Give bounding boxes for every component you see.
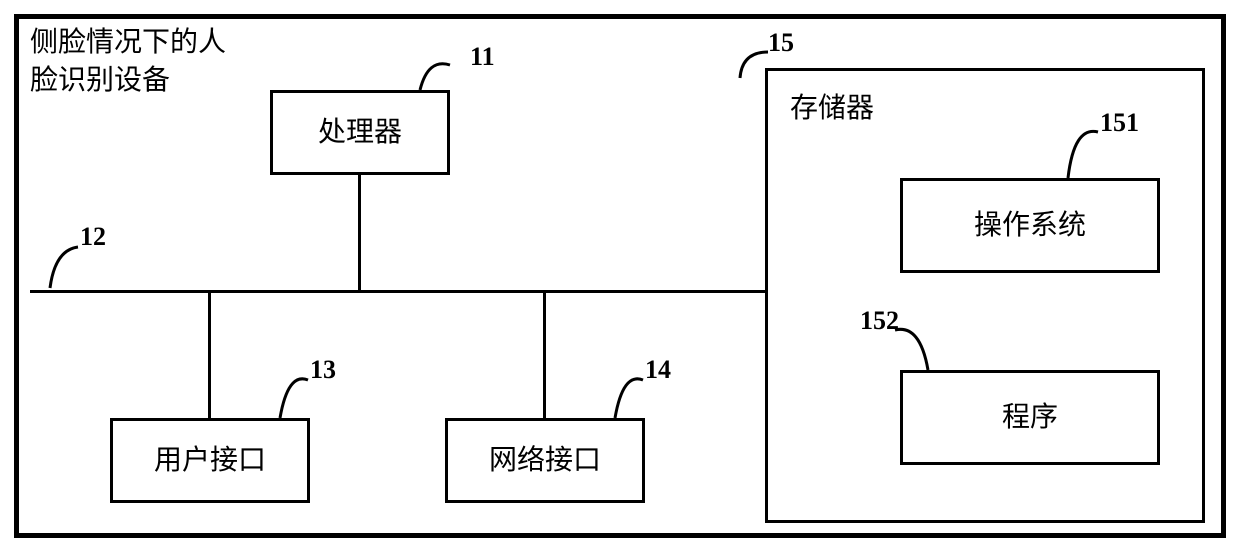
- lead-152: [895, 329, 928, 370]
- lead-151: [1068, 131, 1098, 178]
- lead-11: [420, 64, 450, 90]
- lead-lines: [0, 0, 1239, 552]
- lead-13: [280, 379, 308, 418]
- lead-15: [740, 52, 768, 78]
- lead-14: [615, 379, 643, 418]
- lead-12: [50, 247, 78, 288]
